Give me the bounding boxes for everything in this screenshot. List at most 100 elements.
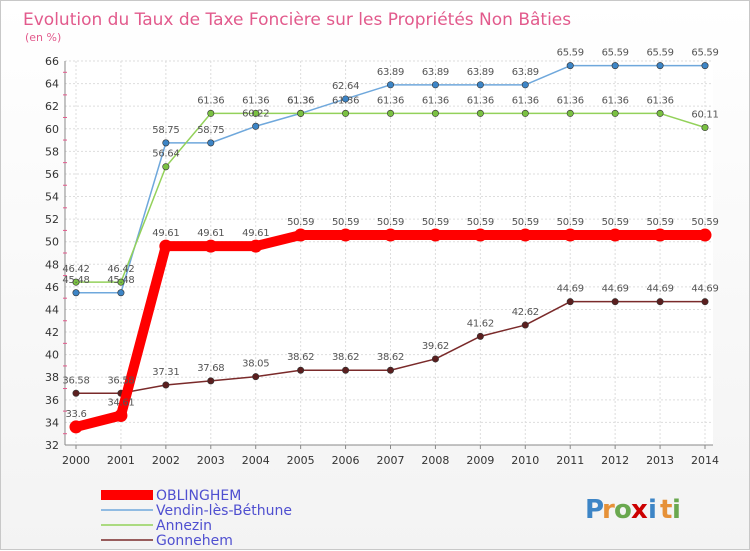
data-point: [431, 355, 439, 363]
data-point: [611, 62, 619, 70]
brand-logo-letter: r: [602, 495, 615, 525]
data-label: 61.36: [287, 95, 314, 106]
data-point: [476, 81, 484, 89]
data-point: [473, 228, 487, 242]
data-label: 63.89: [467, 67, 494, 78]
data-point: [386, 366, 394, 374]
y-tick-label: 32: [45, 439, 59, 452]
data-label: 44.69: [557, 284, 584, 295]
legend-label: Annezin: [156, 518, 212, 534]
x-tick-label: 2010: [511, 454, 539, 467]
data-label: 45.48: [62, 275, 89, 286]
data-label: 61.36: [422, 95, 449, 106]
data-label: 49.61: [197, 228, 224, 239]
y-tick-label: 54: [45, 191, 59, 204]
plot-area: [65, 61, 713, 445]
data-label: 61.36: [512, 95, 539, 106]
data-label: 33.6: [65, 409, 86, 420]
data-label: 50.59: [422, 217, 449, 228]
data-label: 38.62: [332, 352, 359, 363]
y-tick-label: 42: [45, 326, 59, 339]
brand-logo-letter: o: [614, 495, 632, 525]
data-point: [114, 409, 128, 423]
data-label: 44.69: [691, 284, 718, 295]
data-point: [656, 62, 664, 70]
data-point: [252, 373, 260, 381]
data-point: [566, 62, 574, 70]
data-label: 41.62: [467, 318, 494, 329]
data-label: 63.89: [422, 67, 449, 78]
chart-title: Evolution du Taux de Taxe Foncière sur l…: [23, 10, 571, 30]
brand-logo-letter: P: [585, 495, 604, 525]
data-label: 56.64: [152, 149, 179, 160]
data-point: [342, 95, 350, 103]
data-label: 39.62: [422, 341, 449, 352]
data-point: [207, 139, 215, 147]
x-tick-label: 2014: [691, 454, 719, 467]
brand-logo-letter: t: [660, 495, 672, 525]
data-label: 61.36: [377, 95, 404, 106]
data-label: 61.36: [287, 95, 314, 106]
chart-subtitle: (en %): [25, 31, 61, 44]
data-label: 60.11: [691, 110, 718, 121]
y-tick-label: 38: [45, 371, 59, 384]
data-point: [608, 228, 622, 242]
x-tick-label: 2001: [107, 454, 135, 467]
data-label: 50.59: [647, 217, 674, 228]
data-point: [656, 298, 664, 306]
data-point: [207, 109, 215, 117]
data-label: 50.59: [287, 217, 314, 228]
data-label: 61.36: [602, 95, 629, 106]
data-point: [297, 109, 305, 117]
data-point: [698, 228, 712, 242]
y-tick-label: 62: [45, 100, 59, 113]
legend-label: OBLINGHEM: [156, 488, 241, 504]
data-label: 37.68: [197, 363, 224, 374]
data-point: [342, 109, 350, 117]
data-point: [476, 109, 484, 117]
y-tick-label: 58: [45, 145, 59, 158]
data-label: 65.59: [602, 48, 629, 59]
data-label: 62.64: [332, 81, 359, 92]
data-point: [117, 278, 125, 286]
data-point: [162, 163, 170, 171]
data-point: [249, 239, 263, 253]
data-point: [701, 124, 709, 132]
data-label: 61.36: [557, 95, 584, 106]
x-tick-label: 2006: [332, 454, 360, 467]
data-label: 45.48: [107, 275, 134, 286]
data-label: 36.58: [107, 375, 134, 386]
data-point: [162, 139, 170, 147]
y-tick-label: 56: [45, 168, 59, 181]
brand-logo-letter: i: [672, 495, 681, 525]
data-point: [72, 289, 80, 297]
data-label: 34.61: [107, 398, 134, 409]
brand-logo-letter: i: [648, 495, 657, 525]
data-point: [69, 420, 83, 434]
data-point: [518, 228, 532, 242]
legend-label: Gonnehem: [156, 533, 233, 549]
y-tick-label: 52: [45, 213, 59, 226]
data-point: [162, 381, 170, 389]
x-tick-label: 2000: [62, 454, 90, 467]
data-label: 65.59: [557, 48, 584, 59]
data-label: 49.61: [242, 228, 269, 239]
x-tick-label: 2004: [242, 454, 270, 467]
data-label: 63.89: [377, 67, 404, 78]
data-label: 61.36: [332, 95, 359, 106]
data-point: [521, 321, 529, 329]
data-point: [566, 298, 574, 306]
data-point: [252, 109, 260, 117]
data-label: 50.59: [467, 217, 494, 228]
data-label: 49.61: [152, 228, 179, 239]
data-label: 46.42: [107, 264, 134, 275]
data-point: [386, 109, 394, 117]
data-point: [476, 332, 484, 340]
y-tick-label: 44: [45, 303, 59, 316]
data-label: 38.62: [287, 352, 314, 363]
y-tick-label: 40: [45, 349, 59, 362]
x-tick-label: 2005: [287, 454, 315, 467]
x-tick-label: 2011: [556, 454, 584, 467]
